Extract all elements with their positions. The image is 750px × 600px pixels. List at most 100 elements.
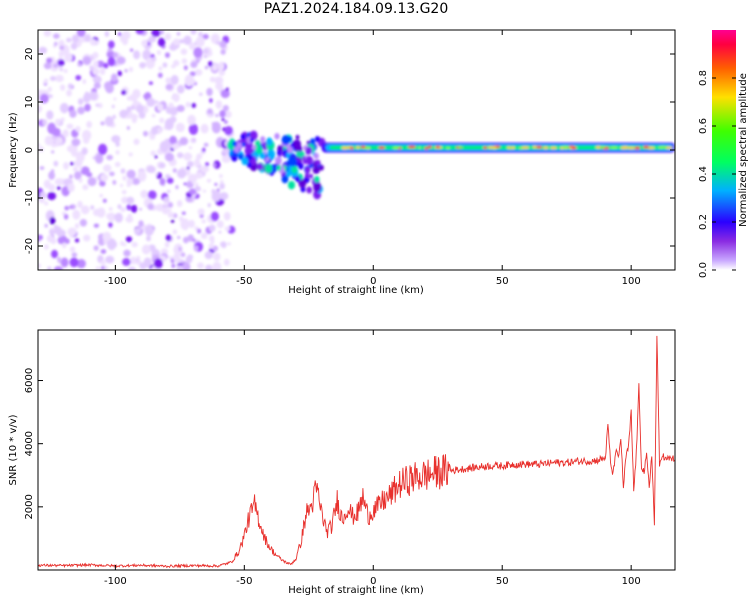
heatmap-cell (194, 158, 201, 167)
heatmap-cell (151, 113, 156, 118)
heatmap-cell (167, 202, 174, 208)
heatmap-cell (169, 135, 177, 145)
heatmap-cell (260, 136, 266, 143)
heatmap-cell (82, 184, 89, 191)
heatmap-cell (102, 198, 107, 203)
heatmap-cell (195, 36, 205, 48)
heatmap-cell (137, 170, 147, 182)
heatmap-cell (180, 218, 190, 230)
heatmap-cell (126, 169, 136, 179)
carrier-peak (660, 145, 666, 149)
heatmap-cell (182, 262, 191, 270)
heatmap-cell (74, 159, 83, 167)
heatmap-cell (130, 204, 138, 213)
heatmap-cell (202, 189, 207, 193)
heatmap-cell (310, 138, 316, 145)
heatmap-cell (74, 171, 82, 180)
heatmap-cell (77, 106, 85, 115)
heatmap-cell (43, 62, 52, 70)
carrier-peak (424, 146, 429, 150)
heatmap-cell (121, 30, 131, 40)
heatmap-cell (79, 166, 83, 171)
heatmap-cell (121, 196, 129, 204)
heatmap-cell (69, 174, 73, 179)
heatmap-cell (38, 146, 44, 153)
heatmap-cell (51, 227, 55, 231)
heatmap-cell (39, 166, 45, 170)
heatmap-cell (141, 39, 148, 47)
heatmap-cell (298, 178, 307, 188)
heatmap-cell (104, 31, 110, 37)
snr-frame (37, 329, 676, 571)
heatmap-cell (159, 177, 166, 186)
heatmap-cell (126, 126, 130, 130)
heatmap-cell (191, 102, 197, 108)
heatmap-cell (157, 37, 166, 47)
heatmap-cell (172, 38, 181, 46)
carrier-peak (542, 146, 549, 150)
heatmap-cell (50, 169, 55, 173)
heatmap-cell (159, 117, 165, 124)
heatmap-cell (92, 54, 97, 59)
heatmap-cell (59, 45, 65, 51)
heatmap-cell (106, 238, 117, 251)
heatmap-cell (231, 154, 238, 162)
heatmap-cell (214, 76, 224, 85)
heatmap-cell (194, 186, 201, 192)
heatmap-cell (168, 143, 172, 148)
heatmap-cell (105, 83, 114, 94)
heatmap-cell (220, 49, 226, 55)
colorbar-tick-label: 0.6 (698, 118, 709, 134)
heatmap-cell (232, 140, 237, 147)
heatmap-cell (66, 89, 72, 97)
y-tick-label: 6000 (24, 368, 35, 393)
heatmap-cell (92, 208, 102, 217)
heatmap-cell (186, 160, 194, 168)
heatmap-cell (78, 177, 83, 183)
heatmap-cell (100, 260, 106, 266)
snr-series-line (38, 335, 675, 569)
heatmap-cell (208, 243, 214, 249)
heatmap-cell (246, 161, 252, 168)
heatmap-cell (309, 173, 314, 179)
heatmap-cell (200, 232, 208, 240)
heatmap-cell (154, 172, 159, 176)
heatmap-cell (82, 79, 87, 85)
heatmap-cell (46, 234, 54, 243)
heatmap-cell (69, 162, 74, 166)
heatmap-cell (147, 41, 151, 46)
heatmap-cell (142, 49, 152, 61)
heatmap-noise (38, 30, 236, 270)
heatmap-cell (215, 82, 224, 91)
heatmap-cell (219, 180, 224, 184)
heatmap-cell (60, 84, 66, 91)
heatmap-cell (181, 211, 186, 215)
heatmap-cell (50, 76, 56, 81)
heatmap-cell (178, 246, 182, 252)
heatmap-cell (285, 170, 292, 178)
heatmap-cell (82, 56, 92, 66)
heatmap-cell (266, 137, 273, 146)
heatmap-cell (46, 110, 54, 120)
heatmap-cell (69, 246, 76, 253)
heatmap-cell (138, 111, 146, 119)
figure-title: PAZ1.2024.184.09.13.G20 (263, 1, 449, 17)
heatmap-cell (112, 180, 117, 185)
snr-marks (38, 335, 675, 569)
heatmap-cell (193, 47, 203, 58)
heatmap-cell (44, 135, 54, 146)
heatmap-cell (192, 137, 196, 143)
heatmap-cell (154, 155, 158, 159)
heatmap-cell (305, 146, 313, 155)
heatmap-cell (204, 65, 209, 70)
carrier-peak (535, 145, 543, 149)
heatmap-cell (95, 266, 101, 270)
heatmap-cell (287, 136, 293, 142)
heatmap-cell (207, 61, 213, 67)
heatmap-cell (69, 109, 77, 118)
heatmap-cell (281, 175, 289, 184)
heatmap-cell (74, 238, 80, 243)
carrier-peak (407, 145, 416, 149)
